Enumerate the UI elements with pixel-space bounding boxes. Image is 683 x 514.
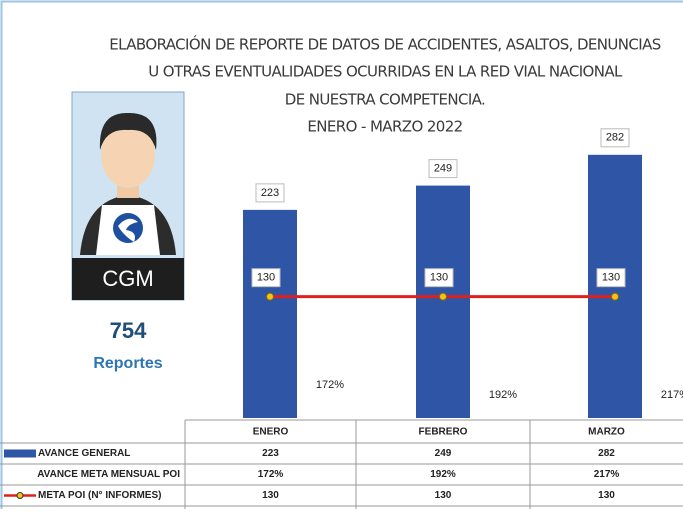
bar (243, 210, 297, 418)
line-marker (612, 293, 619, 300)
legend-swatch (4, 450, 36, 458)
legend-marker (17, 493, 23, 499)
table-cell: 172% (258, 469, 284, 480)
table-cell: 282 (598, 448, 615, 459)
percent-label: 172% (316, 379, 344, 391)
table-cell: 249 (435, 448, 452, 459)
table-cell: 217% (594, 469, 620, 480)
legend-label: AVANCE META MENSUAL POI (37, 469, 180, 480)
badge: CGM (102, 266, 153, 291)
line-marker (440, 293, 447, 300)
category-label: ENERO (253, 427, 289, 438)
table-cell: 130 (598, 490, 615, 501)
table-cell: 130 (435, 490, 452, 501)
category-label: MARZO (588, 427, 625, 438)
legend-label: META POI (N° INFORMES) (38, 490, 161, 501)
bar (416, 186, 470, 418)
line-value-label: 130 (257, 272, 275, 284)
table-cell: 192% (430, 469, 456, 480)
legend-label: AVANCE GENERAL (38, 448, 130, 459)
line-value-label: 130 (602, 272, 620, 284)
total: 754 (110, 318, 147, 343)
total-label: Reportes (93, 355, 162, 372)
percent-label: 217% (661, 389, 683, 401)
title-line: U OTRAS EVENTUALIDADES OCURRIDAS EN LA R… (148, 63, 623, 81)
bar-value-label: 282 (606, 132, 624, 144)
line-marker (267, 293, 274, 300)
bar-value-label: 223 (261, 187, 279, 199)
chart: ELABORACIÓN DE REPORTE DE DATOS DE ACCID… (0, 0, 683, 509)
title-line: DE NUESTRA COMPETENCIA. (285, 91, 485, 109)
bar-value-label: 249 (434, 163, 452, 175)
table-cell: 130 (262, 490, 279, 501)
category-label: FEBRERO (419, 427, 468, 438)
avatar: CGM (72, 92, 184, 300)
table-cell: 223 (262, 448, 279, 459)
percent-label: 192% (489, 389, 517, 401)
title-line: ELABORACIÓN DE REPORTE DE DATOS DE ACCID… (109, 35, 660, 54)
title-line: ENERO - MARZO 2022 (307, 118, 462, 136)
line-value-label: 130 (430, 272, 448, 284)
